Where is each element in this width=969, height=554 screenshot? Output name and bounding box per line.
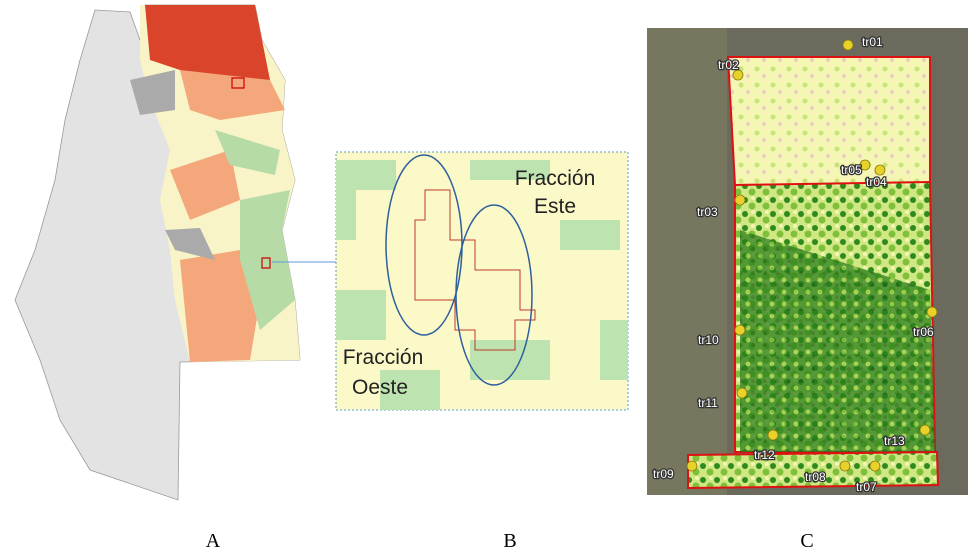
map-c: tr01 tr02 tr03 tr04 tr05 tr06 tr07 tr08 … — [647, 28, 968, 495]
map-b: Fracción Este Fracción Oeste — [336, 152, 628, 410]
marker-label: tr05 — [841, 163, 862, 177]
marker-label: tr09 — [653, 467, 674, 481]
annotation: Oeste — [352, 376, 408, 399]
annotation: Fracción — [343, 346, 424, 369]
panel-label: C — [800, 530, 813, 552]
marker-label: tr03 — [697, 205, 718, 219]
panel-label: A — [206, 530, 221, 552]
panel-label: B — [503, 530, 516, 552]
marker-label: tr08 — [805, 470, 826, 484]
annotation: Este — [534, 195, 576, 218]
figure: A Fracción Este Fracción Oeste B tr01 tr… — [0, 0, 969, 554]
map-a — [15, 5, 355, 500]
marker-label: tr06 — [913, 325, 934, 339]
marker-label: tr01 — [862, 35, 883, 49]
annotation: Fracción — [515, 167, 596, 190]
marker-label: tr04 — [866, 175, 887, 189]
marker-label: tr07 — [856, 480, 877, 494]
marker-label: tr02 — [718, 58, 739, 72]
marker-label: tr13 — [884, 434, 905, 448]
marker-label: tr10 — [698, 333, 719, 347]
marker-label: tr12 — [754, 448, 775, 462]
marker-label: tr11 — [698, 396, 718, 410]
